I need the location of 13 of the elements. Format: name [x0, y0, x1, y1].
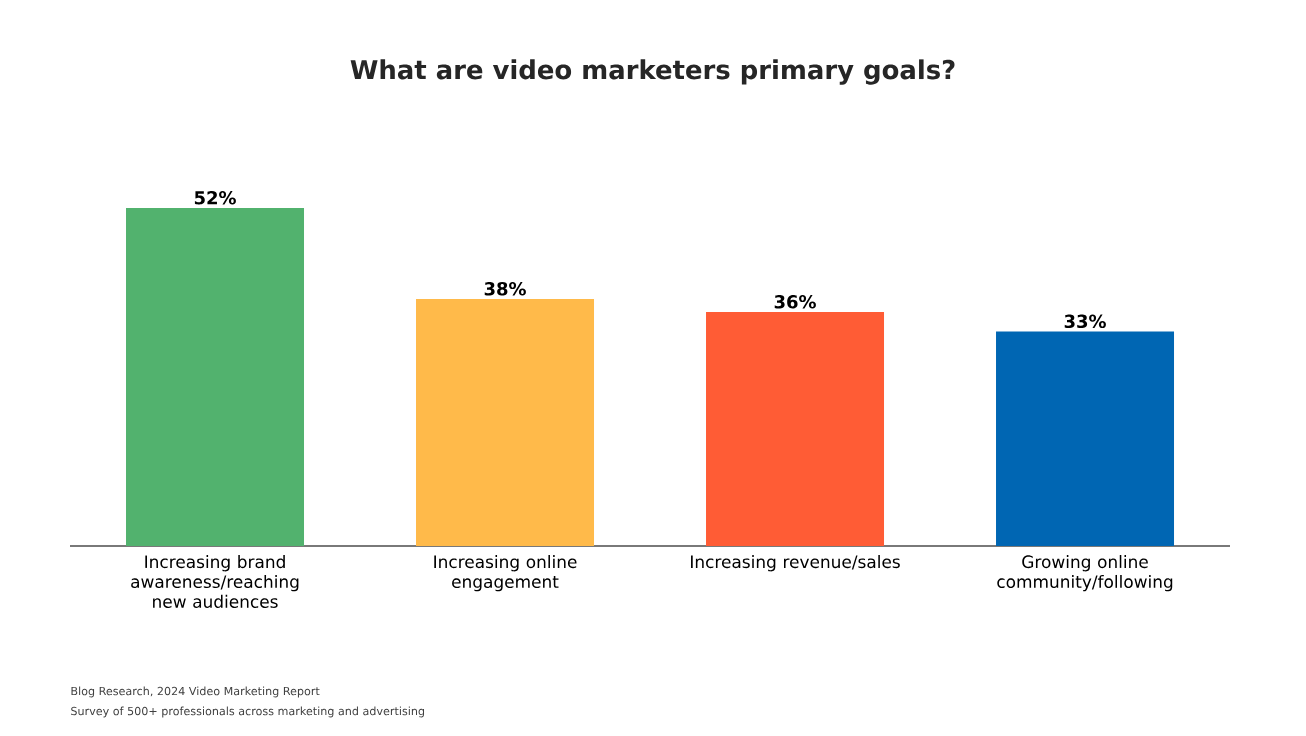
x-tick-label: Increasing revenue/sales [691, 555, 900, 572]
data-label: 52% [194, 190, 236, 205]
data-label: 33% [1064, 314, 1106, 329]
x-tick-label: Growing online community/following [997, 555, 1173, 592]
chart-title: What are video marketers primary goals? [350, 59, 955, 85]
data-label: 38% [484, 282, 526, 296]
bar [416, 298, 595, 546]
data-label: 36% [774, 295, 816, 309]
bar [706, 311, 885, 546]
x-tick-label: Increasing online engagement [434, 555, 577, 592]
bar [996, 331, 1175, 546]
bar [126, 207, 305, 546]
x-tick-label: Increasing brand awareness/reaching new audiences [131, 555, 299, 608]
